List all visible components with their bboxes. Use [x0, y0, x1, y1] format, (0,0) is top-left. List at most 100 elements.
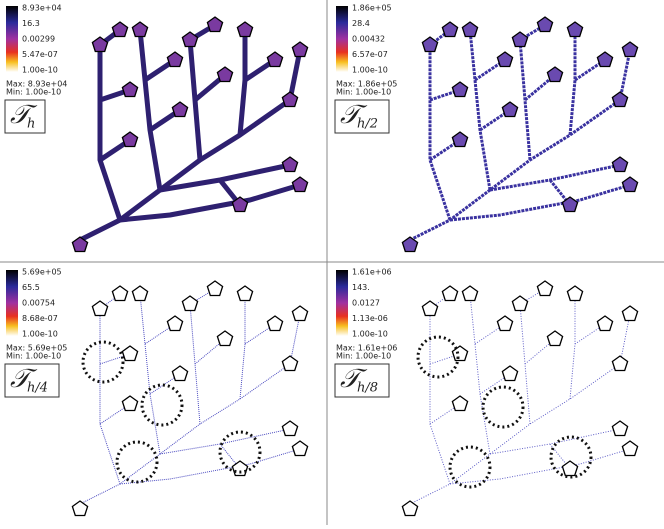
- tip-cell: [611, 355, 629, 372]
- tip-cell: [281, 91, 299, 108]
- tip-cell: [546, 330, 564, 347]
- tip-cell: [171, 101, 189, 118]
- tip-cell: [461, 285, 479, 302]
- label-box: [334, 99, 390, 134]
- tip-cell: [281, 420, 299, 437]
- panel: 1.86e+05 28.4 0.00432 6.57e-07 1.00e-10 Max: …: [334, 4, 639, 253]
- tip-cell: [121, 131, 139, 148]
- mesh-branch: [409, 98, 621, 242]
- mesh-branch: [569, 294, 576, 400]
- colorbar-label: 0.0127: [352, 299, 380, 308]
- tip-cell: [91, 300, 109, 317]
- mesh-branch: [287, 49, 303, 101]
- tip-cell: [421, 36, 439, 53]
- mesh-branch: [239, 294, 246, 400]
- tip-cell: [536, 280, 554, 297]
- tip-cell: [291, 440, 309, 457]
- tip-cell: [266, 315, 284, 332]
- mesh-branch: [79, 363, 291, 505]
- highlight-circle: [416, 335, 460, 379]
- tip-cell: [496, 315, 514, 332]
- tip-cell: [71, 500, 89, 517]
- highlight-circle: [549, 435, 593, 479]
- mesh-branch: [237, 30, 248, 136]
- tip-cell: [621, 176, 639, 193]
- tip-cell: [166, 51, 184, 68]
- tip-cell: [421, 300, 439, 317]
- tip-cell: [181, 31, 199, 48]
- tip-cell: [496, 51, 514, 68]
- mesh-branch: [618, 49, 632, 101]
- mesh-branch: [619, 313, 631, 365]
- mesh-label-subscript: h/2: [357, 117, 378, 132]
- colorbar-label: 1.00e-10: [22, 66, 58, 75]
- tip-cell: [511, 295, 529, 312]
- tip-cell: [561, 196, 579, 213]
- tip-cell: [611, 91, 629, 108]
- mesh-branch: [409, 363, 621, 505]
- tip-cell: [216, 330, 234, 347]
- tip-cell: [566, 285, 584, 302]
- tip-cell: [621, 41, 639, 58]
- tip-cell: [131, 21, 149, 38]
- max-label: Max: 1.86e+05: [336, 80, 397, 89]
- tip-cell: [611, 156, 629, 173]
- colorbar-label: 5.47e-07: [22, 50, 58, 59]
- colorbar-label: 1.86e+05: [352, 4, 392, 13]
- panel: 8.93e+04 16.3 0.00299 5.47e-07 1.00e-10 Max: …: [4, 4, 309, 253]
- highlight-circle: [140, 383, 184, 427]
- label-box: [334, 363, 390, 398]
- highlight-circle: [115, 440, 159, 484]
- tip-cell: [451, 395, 469, 412]
- mesh-branch: [568, 30, 577, 136]
- tip-cell: [441, 285, 459, 302]
- colorbar: [6, 270, 18, 336]
- tip-cell: [511, 31, 529, 48]
- colorbar: [336, 6, 348, 72]
- mesh-label-subscript: h/8: [357, 381, 378, 396]
- tip-cell: [501, 101, 519, 118]
- tip-cell: [401, 236, 419, 253]
- mesh-branch: [429, 309, 451, 485]
- colorbar: [336, 270, 348, 336]
- tip-cell: [206, 16, 224, 33]
- tip-cell: [281, 355, 299, 372]
- min-label: Min: 1.00e-10: [336, 352, 391, 361]
- tip-cell: [546, 66, 564, 83]
- tip-cell: [71, 236, 89, 253]
- tip-cell: [596, 51, 614, 68]
- mesh-branch: [119, 182, 301, 223]
- max-label: Max: 5.69e+05: [6, 344, 67, 353]
- tip-cell: [231, 196, 249, 213]
- highlight-circle: [81, 340, 125, 384]
- tip-cell: [451, 345, 469, 362]
- tip-cell: [171, 365, 189, 382]
- tip-cell: [266, 51, 284, 68]
- tip-cell: [121, 395, 139, 412]
- mesh-label-subscript: h/4: [27, 381, 48, 396]
- tip-cell: [451, 81, 469, 98]
- mesh-branch: [429, 353, 461, 365]
- colorbar-label: 16.3: [22, 19, 40, 28]
- mesh-branch: [99, 309, 121, 485]
- min-label: Min: 1.00e-10: [336, 88, 391, 97]
- tip-cell: [121, 81, 139, 98]
- colorbar-label: 8.68e-07: [22, 314, 58, 323]
- mesh-branch: [449, 183, 631, 222]
- highlight-circle: [481, 385, 525, 429]
- mesh-branch: [469, 293, 491, 455]
- min-label: Min: 1.00e-10: [6, 352, 61, 361]
- colorbar-label: 1.61e+06: [352, 268, 392, 277]
- colorbar-label: 0.00754: [22, 299, 55, 308]
- tip-cell: [611, 420, 629, 437]
- tip-cell: [166, 315, 184, 332]
- mesh-branch: [428, 45, 452, 221]
- min-label: Min: 1.00e-10: [6, 88, 61, 97]
- tip-cell: [236, 21, 254, 38]
- colorbar-label: 6.57e-07: [352, 50, 388, 59]
- mesh-branch: [78, 97, 292, 243]
- panel: 5.69e+05 65.5 0.00754 8.68e-07 1.00e-10 Max: …: [4, 268, 309, 517]
- tip-cell: [236, 285, 254, 302]
- tip-cell: [291, 176, 309, 193]
